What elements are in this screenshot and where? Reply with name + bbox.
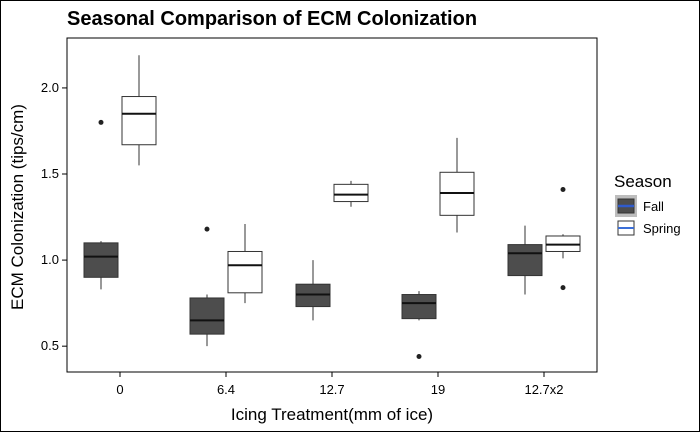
box-spring-0	[121, 55, 157, 166]
box-spring-19	[439, 137, 475, 233]
x-tick-label: 19	[431, 382, 445, 397]
legend-title: Season	[614, 172, 672, 191]
box-fall-12.7	[295, 260, 331, 321]
y-tick-label: 2.0	[41, 80, 59, 95]
outlier-point	[560, 285, 566, 291]
x-tick-label: 12.7x2	[524, 382, 563, 397]
outlier-point	[560, 187, 566, 193]
legend-label: Spring	[643, 221, 681, 236]
plot-panel	[66, 37, 598, 373]
x-tick-label: 0	[116, 382, 123, 397]
legend-label: Fall	[643, 199, 664, 214]
y-axis-title: ECM Colonization (tips/cm)	[8, 104, 27, 310]
box-body	[189, 297, 225, 335]
x-tick-label: 6.4	[217, 382, 235, 397]
box-fall-12.7x2	[507, 225, 543, 295]
x-axis: 0 6.4 12.7 19 12.7x2	[116, 372, 564, 397]
box-body	[333, 183, 369, 203]
box-body	[507, 244, 543, 277]
box-body	[83, 242, 119, 278]
box-body	[401, 294, 437, 320]
legend-item-fall: Fall	[615, 195, 664, 217]
y-axis: 0.5 1.0 1.5 2.0	[41, 80, 67, 353]
box-fall-6.4	[189, 226, 225, 347]
outlier-point	[98, 119, 104, 125]
box-spring-12.7	[333, 180, 369, 207]
box-body	[227, 250, 263, 294]
legend-item-spring: Spring	[617, 220, 681, 236]
y-tick-label: 1.0	[41, 252, 59, 267]
y-tick-label: 1.5	[41, 166, 59, 181]
x-tick-label: 12.7	[319, 382, 344, 397]
box-fall-19	[401, 291, 437, 360]
y-tick-label: 0.5	[41, 338, 59, 353]
box-layer	[83, 55, 581, 360]
outlier-point	[204, 226, 210, 232]
box-fall-0	[83, 119, 119, 290]
legend: Season Fall Spring	[614, 172, 681, 236]
outlier-point	[416, 354, 422, 360]
box-spring-6.4	[227, 223, 263, 304]
chart-title: Seasonal Comparison of ECM Colonization	[67, 8, 477, 30]
x-axis-title: Icing Treatment(mm of ice)	[231, 405, 433, 424]
box-body	[121, 96, 157, 146]
box-spring-12.7x2	[545, 187, 581, 291]
